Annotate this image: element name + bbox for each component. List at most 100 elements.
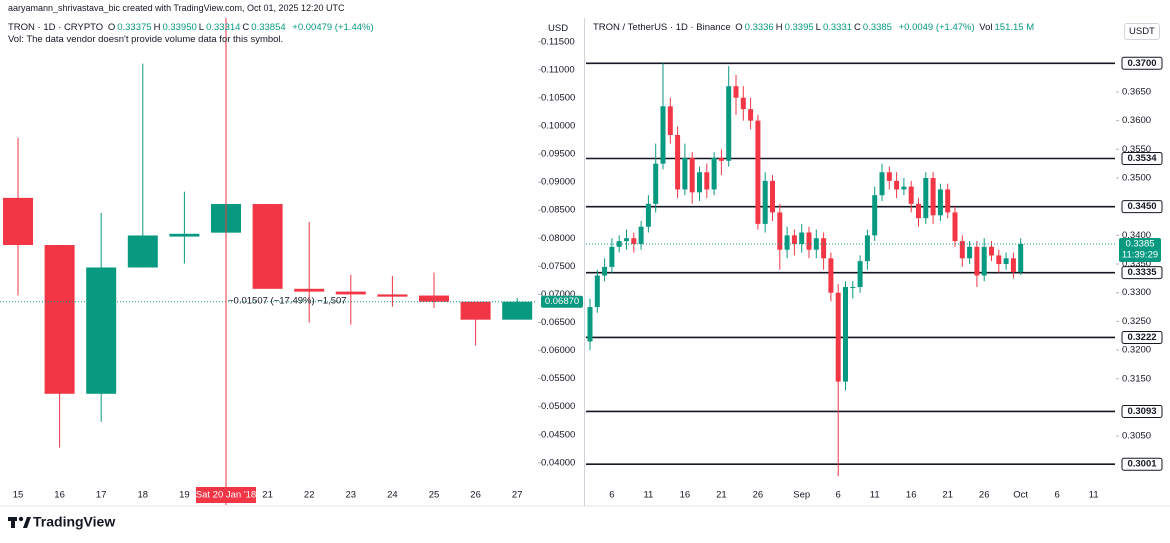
- candle-body: [682, 157, 688, 190]
- candle-body: [660, 106, 666, 164]
- x-tick-label: 16: [680, 490, 691, 501]
- x-tick-label: 25: [429, 490, 440, 501]
- crosshair-box: [196, 487, 256, 503]
- y-tick-label: 0.3600: [1122, 115, 1151, 126]
- x-tick-label: 11: [1089, 490, 1099, 501]
- candle-body: [813, 238, 819, 250]
- candle-body: [879, 172, 885, 196]
- candle-body: [770, 180, 775, 213]
- y-tick-label: 0.3050: [1122, 431, 1151, 442]
- candle-body: [675, 134, 681, 190]
- x-tick-label: 19: [179, 490, 190, 501]
- symbol: TRON · 1D · CRYPTO: [8, 22, 104, 33]
- candle-body: [952, 212, 958, 242]
- logo-shape: [18, 516, 24, 522]
- legend-key: L: [198, 22, 205, 33]
- symbol: TRON / TetherUS · 1D · Binance: [593, 22, 731, 33]
- candle-body: [667, 106, 673, 135]
- candle-body: [791, 235, 797, 244]
- countdown: 11:39:29: [1122, 249, 1158, 260]
- y-tick-label: 0.06500: [541, 317, 575, 328]
- candle-body: [850, 286, 856, 288]
- candle-body: [857, 261, 863, 287]
- candle-body: [44, 245, 75, 394]
- last-price-box: [541, 295, 583, 308]
- y-tick-label: 0.3150: [1122, 373, 1151, 384]
- candle-body: [908, 186, 914, 204]
- x-tick-label: Oct: [1013, 490, 1028, 501]
- last-price-label: 0.06870: [545, 296, 579, 307]
- legend-key: C: [854, 22, 861, 33]
- candle-body: [828, 258, 834, 293]
- candle-body: [624, 238, 629, 242]
- last-price-box: [1119, 237, 1161, 262]
- legend-value: 0.3395: [784, 22, 814, 33]
- legend-key: H: [153, 22, 161, 33]
- candle-body: [886, 172, 892, 181]
- logo-shape: [11, 517, 15, 528]
- legend-right: TRON / TetherUS · 1D · Binance O 0.3336 H 0…: [593, 22, 1036, 33]
- candle-body: [645, 203, 651, 227]
- y-tick-label: 0.07000: [541, 289, 575, 300]
- candle-body: [294, 288, 325, 292]
- candle-body: [967, 246, 973, 259]
- x-tick-label: Sep: [793, 490, 810, 501]
- ohlc: O 0.3336 H 0.3395 L 0.3331 C 0.3385: [735, 22, 894, 33]
- legend-value: 0.33950: [162, 22, 197, 33]
- candle-body: [755, 120, 761, 224]
- level-label: 0.3335: [1127, 267, 1157, 278]
- logo-shape: [23, 517, 31, 528]
- candle-body: [419, 295, 449, 302]
- y-tick-label: 0.07500: [541, 261, 575, 272]
- x-tick-label: 6: [836, 490, 841, 501]
- legend-value: 0.33314: [206, 22, 241, 33]
- level-label-box: [1121, 266, 1163, 280]
- candle-body: [1018, 243, 1024, 273]
- change: +0.0049 (+1.47%): [898, 22, 975, 33]
- legend-value: 0.3385: [862, 22, 892, 33]
- candle-body: [1003, 258, 1009, 265]
- candle-body: [86, 267, 117, 394]
- y-tick-label: 0.10500: [541, 92, 575, 103]
- x-tick-label: 21: [942, 490, 953, 501]
- candle-body: [894, 180, 900, 190]
- level-label-box: [1121, 404, 1163, 418]
- x-tick-label: 26: [753, 490, 764, 501]
- currency: USDT: [1124, 23, 1160, 40]
- candle-body: [740, 97, 746, 110]
- volume-label: Vol: [979, 22, 993, 33]
- level-label: 0.3534: [1127, 153, 1157, 164]
- candle-body: [377, 294, 408, 297]
- candle-body: [718, 157, 724, 161]
- y-tick-label: 0.3400: [1122, 230, 1151, 241]
- level-label: 0.3700: [1127, 58, 1156, 69]
- candle-body: [638, 226, 644, 244]
- x-tick-label: 16: [906, 490, 917, 501]
- tradingview-logo: TradingView: [8, 514, 115, 530]
- y-tick-label: 0.08500: [541, 205, 575, 216]
- candle-body: [689, 157, 695, 193]
- y-tick-label: 0.3200: [1122, 345, 1151, 356]
- y-tick-label: 0.3350: [1122, 259, 1151, 270]
- candle-body: [704, 172, 710, 190]
- measure-label: −0.01507 (−17.49%) −1,507: [228, 296, 347, 307]
- x-tick-label: 11: [643, 490, 653, 501]
- candle-body: [843, 286, 848, 382]
- candle-body: [835, 292, 841, 382]
- y-tick-label: 0.3650: [1122, 86, 1151, 97]
- candle-body: [460, 301, 491, 320]
- legend-key: L: [815, 22, 821, 33]
- candle-body: [252, 204, 283, 289]
- candle-body: [981, 246, 987, 276]
- y-tick-label: 0.10000: [541, 121, 575, 132]
- volume-note: Vol: The data vendor doesn't provide vol…: [8, 34, 284, 45]
- legend-value: 0.3331: [822, 22, 853, 33]
- credit: aaryamann_shrivastava_bic created with T…: [8, 3, 345, 13]
- legend-value: 0.33854: [251, 22, 286, 33]
- x-tick-label: 6: [1055, 490, 1060, 501]
- currency: USD: [548, 23, 569, 34]
- y-tick-label: 0.05000: [541, 401, 575, 412]
